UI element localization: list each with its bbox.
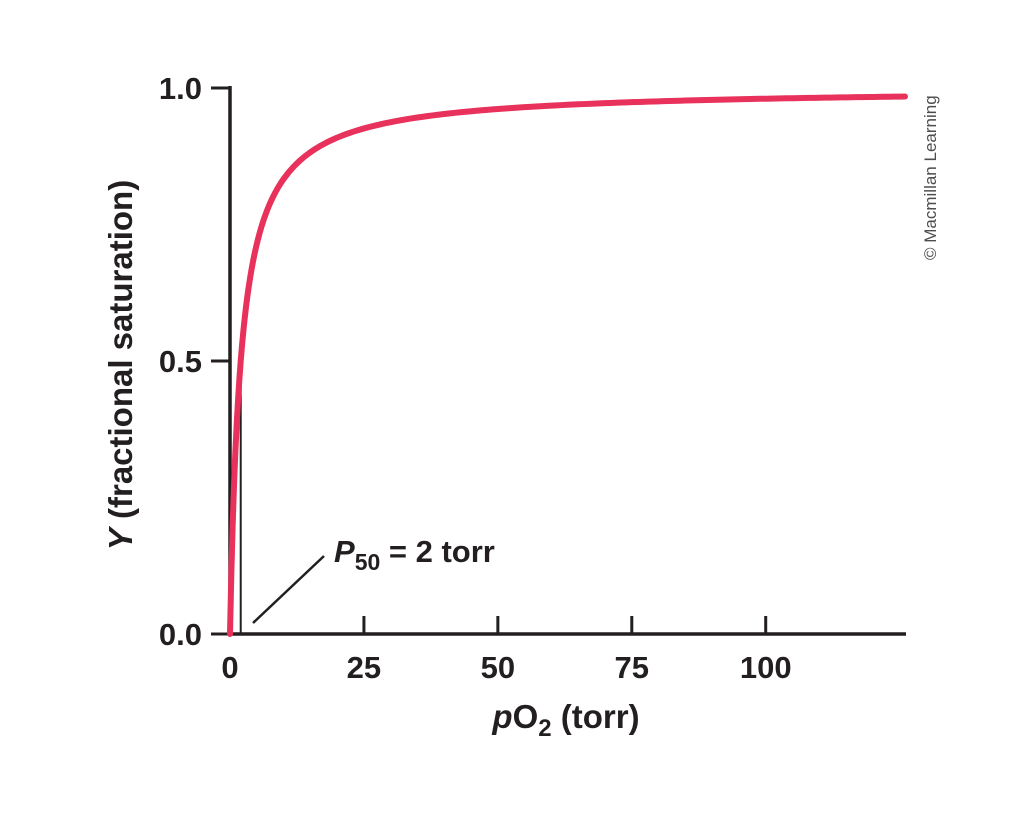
p50-pointer-line — [252, 555, 325, 624]
y-tick-labels: 0.0 0.5 1.0 — [159, 71, 202, 652]
x-tick-label: 75 — [615, 650, 649, 685]
y-tick-label: 0.5 — [159, 344, 202, 379]
x-tick-label: 0 — [221, 650, 238, 685]
x-axis-label: pO2 (torr) — [491, 698, 639, 742]
p50-annotation: P50 = 2 torr — [334, 534, 495, 575]
x-tick-label: 100 — [740, 650, 792, 685]
x-tick-label: 50 — [481, 650, 515, 685]
y-tick-label: 1.0 — [159, 71, 202, 106]
y-axis-label: Y (fractional saturation) — [102, 180, 139, 550]
y-ticks — [211, 86, 230, 636]
saturation-curve — [227, 93, 908, 637]
credit-text: © Macmillan Learning — [921, 95, 940, 260]
x-ticks — [362, 616, 768, 634]
y-tick-label: 0.0 — [159, 617, 202, 652]
x-tick-label: 25 — [347, 650, 381, 685]
x-tick-labels: 0 25 50 75 100 — [221, 650, 791, 685]
